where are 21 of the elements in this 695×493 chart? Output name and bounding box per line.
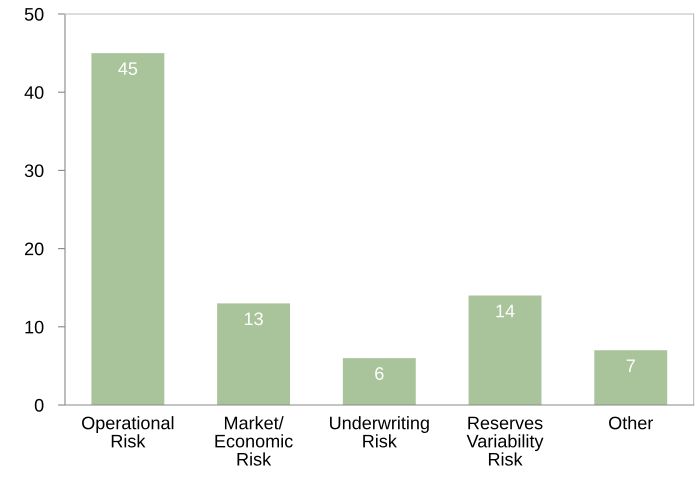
bar — [594, 350, 668, 405]
bar — [342, 358, 416, 405]
bar — [217, 303, 290, 405]
x-tick-label: Reserves Variability Risk — [466, 416, 544, 466]
x-tick-label: Operational Risk — [82, 416, 174, 448]
y-tick-label: 10 — [25, 320, 44, 334]
data-label: 45 — [118, 62, 138, 75]
data-label: 6 — [375, 367, 384, 380]
bar — [468, 296, 542, 405]
y-tick-label: 50 — [24, 8, 44, 21]
x-tick-label: Underwriting Risk — [330, 416, 429, 448]
data-label: 13 — [244, 312, 263, 326]
bar — [91, 53, 164, 405]
y-tick-label: 20 — [24, 242, 44, 256]
y-tick-label: 40 — [24, 86, 44, 99]
data-label: 7 — [626, 360, 635, 372]
y-tick-label: 0 — [34, 398, 44, 412]
data-label: 14 — [496, 304, 515, 318]
x-tick-label: Other — [609, 416, 654, 430]
y-tick-label: 30 — [24, 164, 44, 178]
x-tick-label: Market/ Economic Risk — [215, 416, 293, 466]
